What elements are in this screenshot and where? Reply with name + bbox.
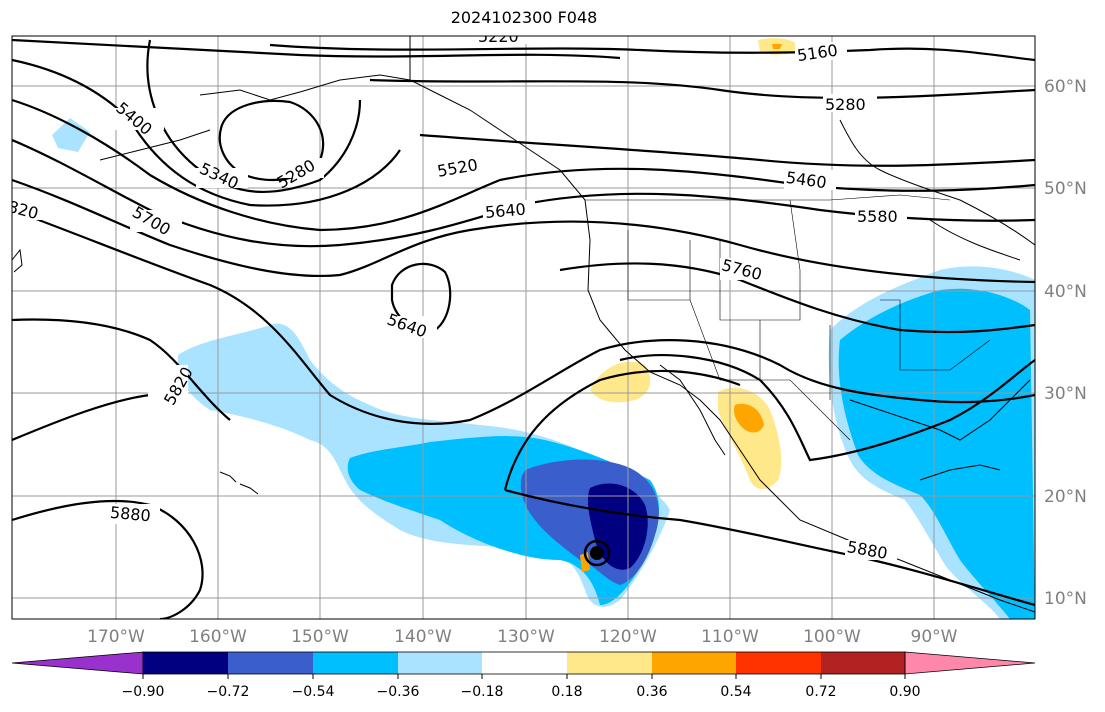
colorbar-segment	[652, 652, 736, 674]
colorbar-tick-label: 0.54	[720, 684, 751, 700]
positive-anomaly-light-mexico	[718, 387, 782, 490]
positive-anomaly-orange-mexico	[734, 403, 764, 433]
map-title: 2024102300 F048	[450, 8, 598, 27]
positive-anomaly-orange-pacific	[580, 552, 590, 572]
contour-5700	[12, 208, 1035, 425]
negative-anomaly-light-alaska	[52, 118, 90, 152]
contour-5340	[146, 39, 362, 193]
contour-label-5280-north: 5280	[825, 95, 866, 114]
lat-label: 20°N	[1044, 487, 1087, 507]
contour-label-5640-ridge: 5640	[484, 199, 526, 221]
anomaly-shading	[52, 38, 1035, 619]
lon-label: 150°W	[291, 627, 349, 647]
colorbar-tick-label: 0.90	[889, 684, 920, 700]
political-borders	[585, 194, 991, 441]
contour-5280-north	[369, 78, 1035, 100]
lon-label: 90°W	[911, 627, 958, 647]
colorbar-tick-label: 0.18	[551, 684, 582, 700]
longitude-labels: 170°W 160°W 150°W 140°W 130°W 120°W 110°…	[87, 627, 958, 647]
colorbar-tick-label: −0.54	[292, 684, 335, 700]
colorbar-extend-low	[11, 651, 144, 675]
lon-label: 170°W	[87, 627, 145, 647]
colorbar-tick-label: 0.36	[636, 684, 667, 700]
contour-5820	[12, 318, 1035, 462]
hurricane-marker	[583, 539, 611, 567]
lat-label: 10°N	[1044, 589, 1087, 609]
contour-5580	[12, 138, 1035, 248]
colorbar-tick-label: −0.36	[377, 684, 420, 700]
lon-label: 120°W	[599, 627, 657, 647]
lat-label: 30°N	[1044, 384, 1087, 404]
colorbar-segment	[482, 652, 567, 674]
lat-label: 60°N	[1044, 77, 1087, 97]
lat-label: 40°N	[1044, 282, 1087, 302]
colorbar-segment	[736, 652, 821, 674]
lon-label: 140°W	[394, 627, 452, 647]
colorbar-segment	[143, 652, 228, 674]
contour-label-5220: 5220	[478, 27, 519, 46]
map-border	[11, 35, 1036, 620]
contour-5640-ridge	[12, 178, 1035, 284]
colorbar-tick-label: −0.18	[461, 684, 504, 700]
colorbar-segment	[228, 652, 313, 674]
colorbar: −0.90 −0.72 −0.54 −0.36 −0.18 0.18 0.36 …	[11, 651, 1036, 700]
height-contours	[12, 38, 1035, 619]
lon-label: 130°W	[497, 627, 555, 647]
lon-label: 160°W	[189, 627, 247, 647]
colorbar-segment	[567, 652, 652, 674]
colorbar-segment	[821, 652, 905, 674]
colorbar-tick-label: −0.90	[122, 684, 165, 700]
latitude-labels: 60°N 50°N 40°N 30°N 20°N 10°N	[1044, 77, 1087, 609]
contour-5460	[419, 133, 1035, 167]
contour-label-5580: 5580	[857, 207, 898, 226]
colorbar-tick-label: 0.72	[805, 684, 836, 700]
contour-5880	[12, 488, 1035, 619]
lon-label: 100°W	[803, 627, 861, 647]
contour-5520	[12, 98, 1035, 232]
colorbar-segment	[398, 652, 482, 674]
positive-anomaly-orange-arctic	[772, 44, 782, 49]
contour-5220	[12, 38, 621, 60]
contour-5820-south	[503, 369, 741, 491]
lat-label: 50°N	[1044, 179, 1087, 199]
colorbar-extend-high	[904, 651, 1036, 675]
colorbar-tick-label: −0.72	[207, 684, 250, 700]
contour-5160	[269, 43, 1035, 62]
contour-5760	[559, 262, 1035, 334]
negative-anomaly-core-pacific	[587, 483, 648, 570]
colorbar-segment	[313, 652, 398, 674]
lon-label: 110°W	[701, 627, 759, 647]
contour-label-5880-west: 5880	[109, 503, 151, 525]
negative-anomaly-mid-east	[838, 288, 1035, 619]
contour-5400	[12, 58, 401, 207]
